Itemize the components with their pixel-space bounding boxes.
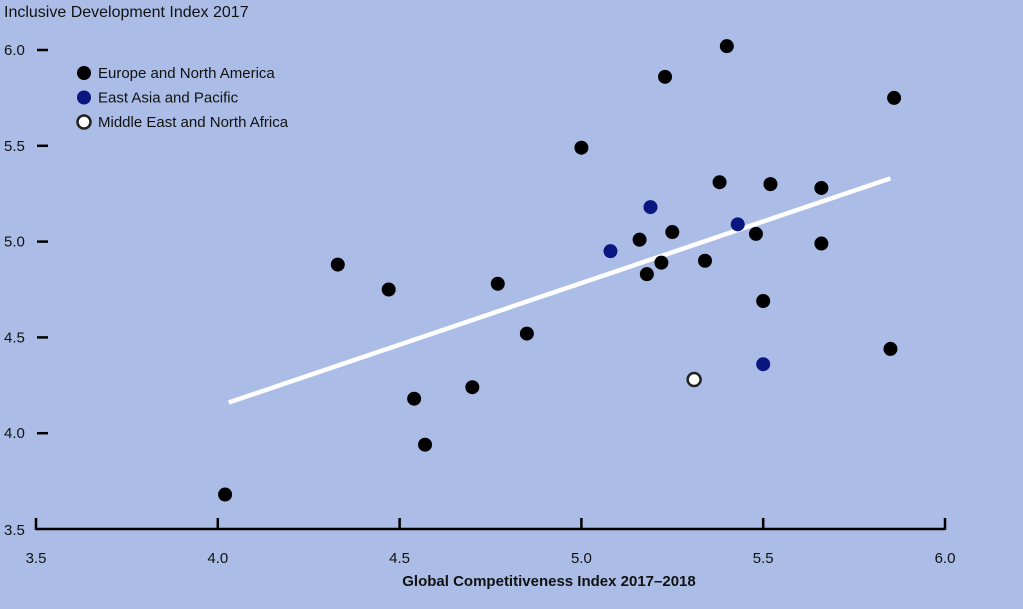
x-tick-label-1: 4.0 — [207, 550, 228, 567]
data-point-series-0-9 — [632, 232, 647, 247]
data-point-series-0-11 — [654, 255, 669, 270]
data-point-series-0-17 — [748, 226, 763, 241]
data-point-series-1-1 — [643, 200, 658, 215]
axes-layer: 3.5 4.0 4.5 5.0 5.5 6.0 3.5 4.0 4.5 5.0 5.5 6.0 — [4, 42, 955, 567]
y-tick-label-4: 5.5 — [4, 138, 25, 155]
legend: Europe and North America East Asia and Pa… — [76, 65, 289, 131]
y-tick-label-3: 5.0 — [4, 234, 25, 251]
legend-marker-2 — [76, 114, 92, 130]
data-point-series-1-0 — [603, 244, 618, 259]
y-tick-label-5: 6.0 — [4, 42, 25, 59]
data-point-series-0-8 — [574, 140, 589, 155]
data-point-series-0-19 — [763, 177, 778, 192]
data-point-series-0-0 — [218, 487, 233, 502]
legend-label-2: Middle East and North Africa — [98, 114, 289, 131]
trendline-layer — [227, 176, 892, 405]
data-point-series-0-3 — [407, 391, 422, 406]
data-point-series-0-16 — [719, 39, 734, 54]
y-tick-label-1: 4.0 — [4, 425, 25, 442]
data-point-series-0-12 — [658, 69, 673, 84]
data-point-series-0-1 — [330, 257, 345, 272]
y-tick-label-2: 4.5 — [4, 329, 25, 346]
data-point-series-1-3 — [756, 357, 771, 372]
data-point-series-0-20 — [814, 236, 829, 251]
data-point-series-0-13 — [665, 225, 680, 240]
data-point-series-0-4 — [418, 437, 433, 452]
data-point-series-0-6 — [490, 276, 505, 291]
data-point-series-0-7 — [519, 326, 534, 341]
data-point-series-0-5 — [465, 380, 480, 395]
x-tick-label-3: 5.0 — [571, 550, 592, 567]
x-tick-label-0: 3.5 — [26, 550, 47, 567]
data-point-series-0-21 — [814, 180, 829, 195]
data-point-series-0-22 — [883, 341, 898, 356]
x-tick-label-4: 5.5 — [753, 550, 774, 567]
chart-title: Inclusive Development Index 2017 — [4, 4, 249, 21]
data-point-series-0-2 — [381, 282, 396, 297]
legend-marker-1 — [77, 90, 91, 105]
data-point-series-0-14 — [698, 253, 713, 268]
legend-label-1: East Asia and Pacific — [98, 90, 239, 107]
x-tick-label-5: 6.0 — [935, 550, 956, 567]
x-tick-label-2: 4.5 — [389, 550, 410, 567]
points-layer — [218, 39, 902, 502]
data-point-series-1-2 — [730, 217, 745, 232]
trendline — [227, 176, 892, 405]
data-point-series-0-18 — [756, 293, 771, 308]
data-point-series-2-0 — [686, 371, 702, 388]
data-point-series-0-15 — [712, 175, 727, 190]
y-tick-label-0: 3.5 — [4, 522, 25, 539]
data-point-series-0-10 — [639, 267, 654, 282]
x-axis-label: Global Competitiveness Index 2017–2018 — [402, 573, 695, 590]
data-point-series-0-23 — [887, 90, 902, 105]
legend-label-0: Europe and North America — [98, 65, 275, 82]
legend-marker-0 — [77, 66, 91, 80]
